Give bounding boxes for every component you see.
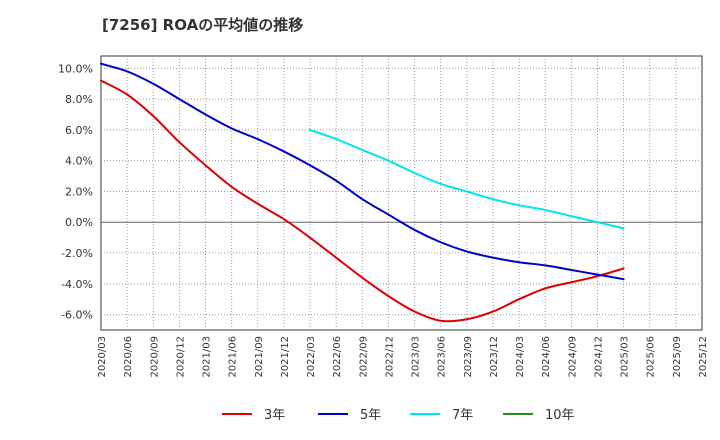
x-tick-label: 2022/06 [332,336,343,378]
x-tick-label: 2023/06 [437,336,448,378]
x-tick-label: 2021/06 [228,336,239,378]
y-tick-label: 0.0% [65,216,93,229]
y-tick-label: -6.0% [61,309,93,322]
x-tick-label: 2024/12 [593,336,604,378]
y-tick-label: -4.0% [61,278,93,291]
x-tick-label: 2024/06 [541,336,552,378]
y-tick-label: -2.0% [61,247,93,260]
plot-frame [100,55,703,331]
y-tick-label: 10.0% [58,62,93,75]
x-tick-label: 2020/06 [123,336,134,378]
legend-label-3: 7年 [452,408,473,423]
x-tick-label: 2023/12 [489,336,500,378]
x-tick-label: 2021/09 [254,336,265,378]
x-tick-label: 2020/03 [97,336,108,378]
x-tick-label: 2024/03 [515,336,526,378]
x-tick-label: 2025/03 [620,336,631,378]
x-tick-label: 2023/03 [411,336,422,378]
x-tick-label: 2020/09 [149,336,160,378]
legend-label-1: 3年 [264,408,285,423]
x-tick-label: 2025/09 [672,336,683,378]
legend-label-4: 10年 [545,408,575,423]
x-tick-label: 2022/03 [306,336,317,378]
x-tick-label: 2020/12 [175,336,186,378]
y-tick-label: 8.0% [65,93,93,106]
x-tick-label: 2025/06 [646,336,657,378]
y-tick-label: 2.0% [65,185,93,198]
series-line-1 [100,79,625,323]
x-tick-label: 2021/03 [202,336,213,378]
x-tick-label: 2024/09 [567,336,578,378]
y-tick-label: 4.0% [65,155,93,168]
legend-label-2: 5年 [360,408,381,423]
series-line-3 [309,128,625,230]
x-tick-label: 2023/09 [463,336,474,378]
chart-title: [7256] ROAの平均値の推移 [102,16,304,34]
x-tick-label: 2025/12 [698,336,709,378]
y-tick-label: 6.0% [65,124,93,137]
x-tick-label: 2021/12 [280,336,291,378]
x-tick-label: 2022/09 [358,336,369,378]
series-line-2 [100,62,625,281]
x-tick-label: 2022/12 [384,336,395,378]
